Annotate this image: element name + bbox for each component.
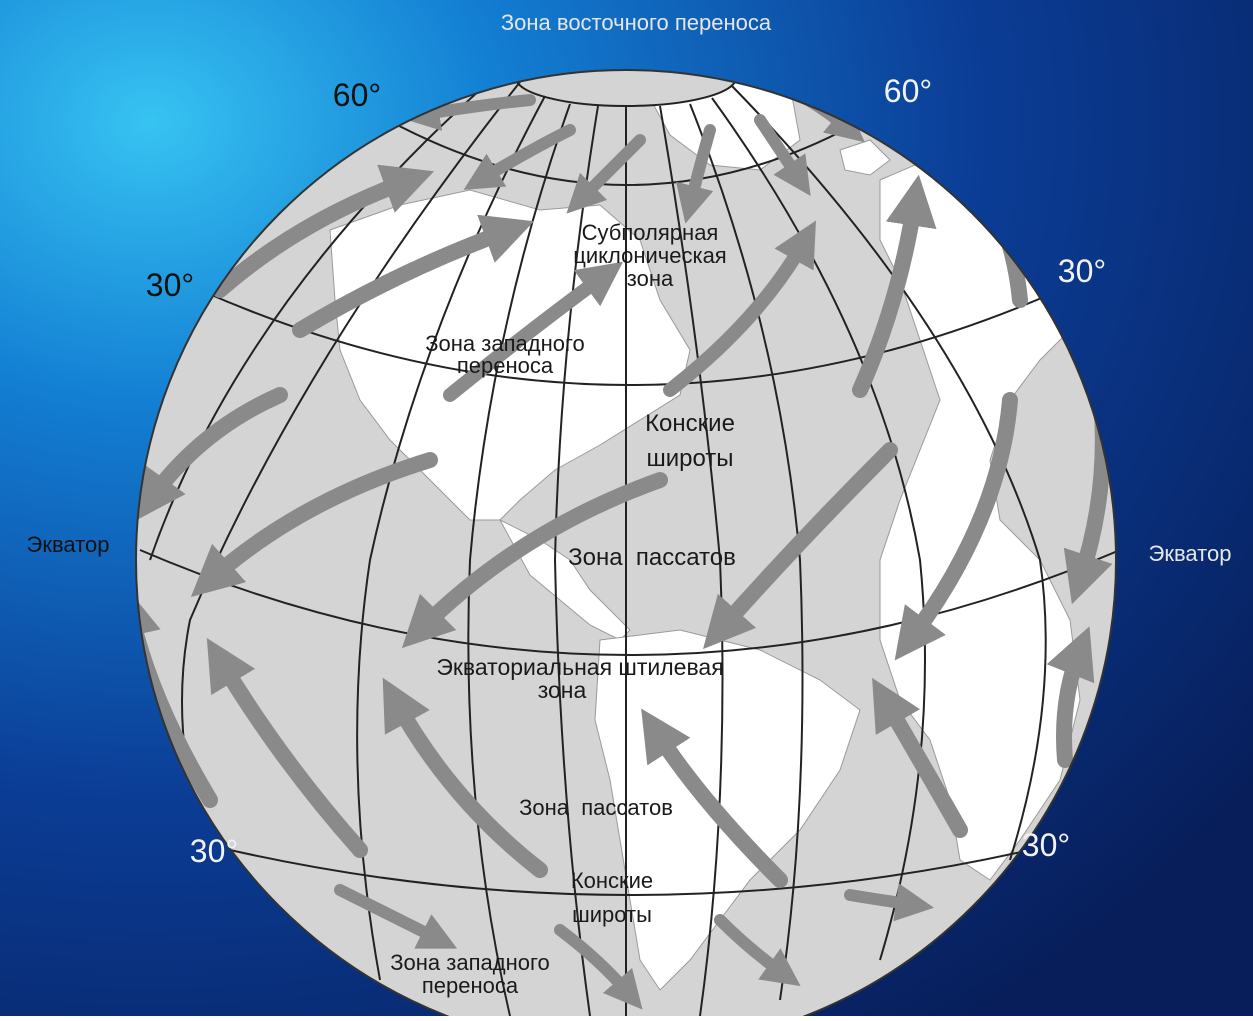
arrow-westerly-s-3 [714,914,801,987]
label-doldrums-2: зона [538,677,587,703]
label-horse-s-2: широты [572,902,652,927]
arrow-polar-3 [566,134,646,214]
arrow-trade-s-5 [872,677,968,838]
arrow-westerly-n-3 [443,261,624,402]
meridian-9 [731,85,1047,861]
label-lat60-right: 60° [884,73,932,109]
arrow-trade-n-1 [136,387,288,521]
arrow-polar-2 [463,124,576,190]
arrow-trade-s-1 [136,585,218,808]
iceland-land [839,139,891,176]
arrow-trade-n-2 [190,452,438,598]
label-subpolar-1: Субполярная [582,220,719,245]
arrow-polar-4 [676,124,716,224]
label-horse-n-1: Конские [645,410,735,437]
label-westerlies-n-1: Зона западного [425,331,585,356]
label-doldrums-1: Экваториальная штилевая [436,654,723,680]
arrow-westerly-n-2 [292,214,535,338]
arrow-westerly-n-4 [663,220,816,397]
arrow-westerly-s-1 [334,884,458,949]
label-lat30-right-north: 30° [1058,253,1106,289]
zone-labels: Субполярная циклоническая зона Зона запа… [390,220,736,998]
arrow-trade-s-3 [382,677,548,878]
arrow-polar-5 [754,114,811,196]
arrow-trade-s-2 [206,638,368,858]
arrow-westerly-s-2 [554,924,643,1010]
label-horse-s-1: Конские [571,868,653,893]
arrow-westerly-n-1 [212,164,435,298]
arrow-westerly-s-4 [844,883,935,922]
latitude-30s [229,849,1031,896]
label-westerlies-n-2: переноса [457,353,554,378]
arrow-westerly-n-5 [852,174,937,398]
label-subpolar-2: циклоническая [573,243,726,268]
latitude-equator [139,549,1116,656]
arrow-trade-n-5 [894,392,1018,661]
label-lat30-left-south: 30° [190,833,238,869]
label-lat30-right-south: 30° [1022,827,1070,863]
meridian-4 [553,105,599,1017]
label-polar-easterlies: Зона восточного переноса [501,10,772,35]
label-subpolar-3: зона [627,266,674,291]
label-lat60-left: 60° [333,77,381,113]
latitude-60n [369,109,881,186]
label-horse-n-2: широты [646,445,733,472]
outer-labels: Зона восточного переноса 60° 60° 30° 30°… [27,10,1232,869]
meridian-6 [659,105,724,1017]
arrow-trade-n-3 [401,472,668,649]
label-trades-n: Зона пассатов [568,544,736,571]
label-trades-s: Зона пассатов [519,795,673,820]
globe [136,70,1116,1021]
label-westerlies-s-1: Зона западного [390,950,550,975]
arrow-trade-s-6 [1046,626,1095,768]
arrow-polar-1 [401,92,536,131]
label-equator-right: Экватор [1149,541,1232,566]
meridian-7 [689,103,804,1001]
label-lat30-left-north: 30° [146,267,194,303]
label-westerlies-s-2: переноса [422,973,519,998]
globe-outline [135,69,1117,1021]
label-equator-left: Экватор [27,532,110,557]
arrow-trade-s-4 [641,708,788,888]
arrow-trade-n-4 [702,442,898,650]
